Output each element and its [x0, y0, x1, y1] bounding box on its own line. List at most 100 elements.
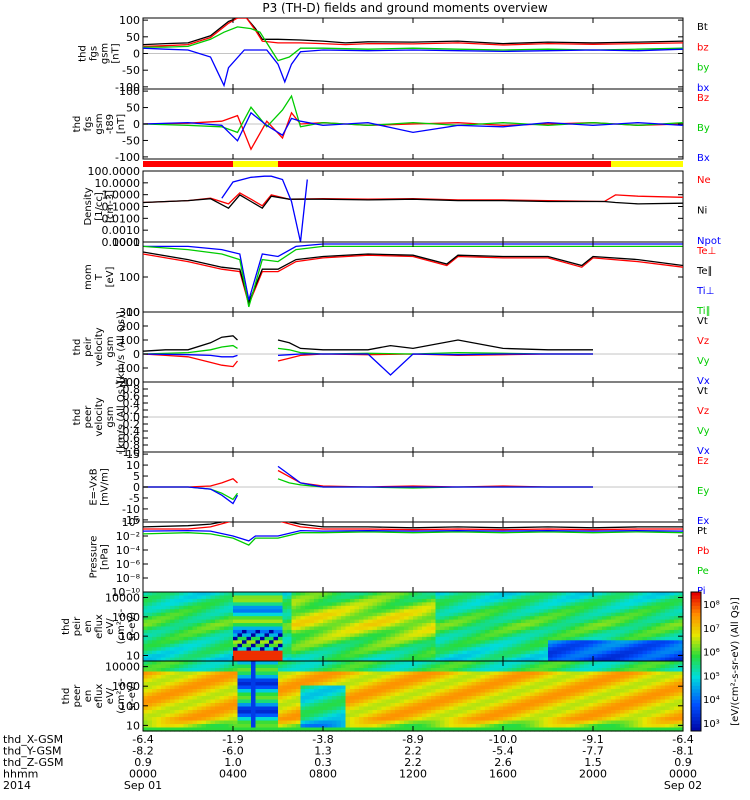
- heatmap-cell: [264, 650, 270, 655]
- heatmap-cell: [624, 626, 630, 631]
- heatmap-cell: [269, 717, 275, 722]
- heatmap-cell: [224, 671, 230, 676]
- heatmap-cell: [282, 598, 288, 603]
- heatmap-cell: [228, 675, 234, 680]
- heatmap-cell: [354, 595, 360, 600]
- heatmap-cell: [210, 692, 216, 697]
- heatmap-cell: [593, 612, 599, 617]
- heatmap-cell: [255, 706, 261, 711]
- heatmap-cell: [480, 619, 486, 624]
- heatmap-cell: [377, 592, 383, 597]
- heatmap-cell: [170, 703, 176, 708]
- heatmap-cell: [341, 605, 347, 610]
- heatmap-cell: [557, 657, 563, 662]
- heatmap-cell: [530, 675, 536, 680]
- heatmap-cell: [224, 724, 230, 729]
- heatmap-cell: [354, 609, 360, 614]
- heatmap-cell: [273, 685, 279, 690]
- heatmap-cell: [602, 643, 608, 648]
- heatmap-cell: [584, 696, 590, 701]
- heatmap-cell: [260, 609, 266, 614]
- heatmap-cell: [449, 710, 455, 715]
- heatmap-cell: [354, 671, 360, 676]
- heatmap-cell: [638, 616, 644, 621]
- heatmap-cell: [332, 692, 338, 697]
- heatmap-cell: [224, 602, 230, 607]
- heatmap-cell: [404, 710, 410, 715]
- heatmap-cell: [206, 640, 212, 645]
- heatmap-cell: [368, 678, 374, 683]
- heatmap-cell: [336, 612, 342, 617]
- heatmap-cell: [336, 640, 342, 645]
- heatmap-cell: [233, 664, 239, 669]
- heatmap-cell: [521, 595, 527, 600]
- heatmap-cell: [174, 592, 180, 597]
- heatmap-cell: [399, 602, 405, 607]
- heatmap-cell: [242, 706, 248, 711]
- heatmap-cell: [534, 605, 540, 610]
- heatmap-cell: [363, 626, 369, 631]
- heatmap-cell: [656, 602, 662, 607]
- heatmap-cell: [404, 623, 410, 628]
- heatmap-cell: [165, 685, 171, 690]
- heatmap-cell: [530, 664, 536, 669]
- heatmap-cell: [273, 592, 279, 597]
- heatmap-cell: [354, 678, 360, 683]
- heatmap-cell: [489, 619, 495, 624]
- heatmap-cell: [642, 636, 648, 641]
- heatmap-cell: [327, 612, 333, 617]
- heatmap-cell: [404, 675, 410, 680]
- heatmap-cell: [426, 609, 432, 614]
- heatmap-cell: [525, 592, 531, 597]
- heatmap-cell: [197, 623, 203, 628]
- heatmap-cell: [642, 609, 648, 614]
- heatmap-cell: [570, 682, 576, 687]
- heatmap-cell: [620, 671, 626, 676]
- heatmap-cell: [660, 629, 666, 634]
- heatmap-cell: [453, 647, 459, 652]
- heatmap-cell: [588, 602, 594, 607]
- heatmap-cell: [440, 671, 446, 676]
- heatmap-cell: [597, 685, 603, 690]
- heatmap-cell: [327, 616, 333, 621]
- heatmap-cell: [219, 710, 225, 715]
- heatmap-cell: [188, 675, 194, 680]
- heatmap-cell: [417, 609, 423, 614]
- heatmap-cell: [219, 703, 225, 708]
- heatmap-cell: [480, 724, 486, 729]
- heatmap-cell: [453, 699, 459, 704]
- heatmap-cell: [503, 602, 509, 607]
- heatmap-cell: [332, 717, 338, 722]
- heatmap-cell: [332, 650, 338, 655]
- heatmap-cell: [426, 678, 432, 683]
- heatmap-cell: [539, 713, 545, 718]
- heatmap-cell: [557, 717, 563, 722]
- heatmap-cell: [390, 650, 396, 655]
- heatmap-cell: [548, 678, 554, 683]
- heatmap-cell: [390, 626, 396, 631]
- heatmap-cell: [521, 602, 527, 607]
- series-group: [143, 465, 593, 505]
- heatmap-cell: [210, 696, 216, 701]
- heatmap-cell: [611, 612, 617, 617]
- heatmap-cell: [606, 619, 612, 624]
- heatmap-cell: [570, 717, 576, 722]
- heatmap-cell: [282, 661, 288, 666]
- heatmap-cell: [530, 626, 536, 631]
- legend-entry-Vx: Vx: [697, 446, 710, 457]
- heatmap-cell: [242, 640, 248, 645]
- y-tick-label: 100: [119, 271, 140, 284]
- heatmap-cell: [494, 633, 500, 638]
- heatmap-cell: [507, 626, 513, 631]
- heatmap-cell: [246, 668, 252, 673]
- legend-entry-Vz: Vz: [697, 336, 709, 347]
- heatmap-cell: [237, 678, 243, 683]
- heatmap-cell: [323, 717, 329, 722]
- heatmap-cell: [237, 629, 243, 634]
- heatmap-cell: [444, 595, 450, 600]
- heatmap-cell: [611, 654, 617, 659]
- heatmap-cell: [291, 717, 297, 722]
- heatmap-cell: [147, 633, 153, 638]
- heatmap-cell: [525, 626, 531, 631]
- heatmap-cell: [507, 696, 513, 701]
